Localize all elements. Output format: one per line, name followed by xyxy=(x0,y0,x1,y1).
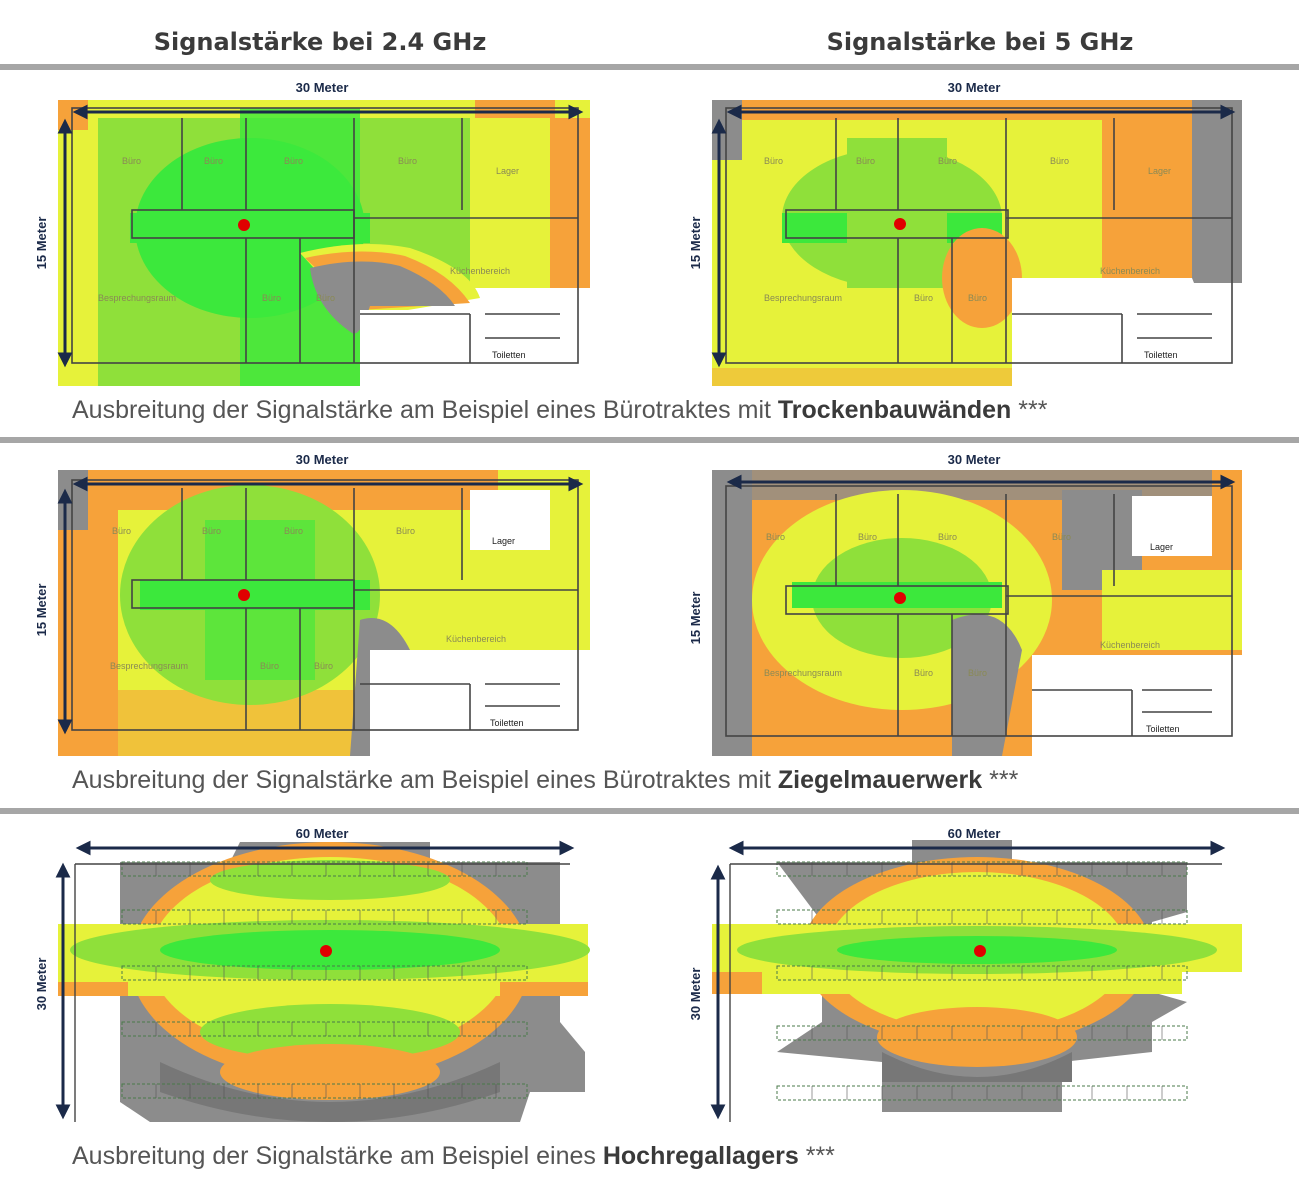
room-label: Büro xyxy=(204,156,223,166)
room-label: Küchenbereich xyxy=(1100,266,1160,276)
width-label: 30 Meter xyxy=(296,452,349,467)
room-label: Büro xyxy=(766,532,785,542)
room-label: Büro xyxy=(314,661,333,671)
room-label: Büro xyxy=(262,293,281,303)
caption-row-2: Ausbreitung der Signalstärke am Beispiel… xyxy=(72,766,1019,794)
room-label: Besprechungsraum xyxy=(110,661,188,671)
room-label: Büro xyxy=(914,668,933,678)
header-5-ghz: Signalstärke bei 5 GHz xyxy=(826,28,1134,56)
room-label: Büro xyxy=(398,156,417,166)
heatmap-office-brick-5ghz: 30 Meter 15 Meter Büro Büro Büro Büro La… xyxy=(682,450,1242,756)
room-label: Büro xyxy=(938,156,957,166)
height-label: 30 Meter xyxy=(688,968,703,1021)
room-label: Büro xyxy=(764,156,783,166)
room-label: Toiletten xyxy=(1144,350,1178,360)
room-label: Küchenbereich xyxy=(450,266,510,276)
room-label: Büro xyxy=(856,156,875,166)
access-point xyxy=(974,945,986,957)
access-point xyxy=(320,945,332,957)
room-label: Toiletten xyxy=(492,350,526,360)
room-label: Büro xyxy=(122,156,141,166)
access-point xyxy=(894,218,906,230)
room-label: Lager xyxy=(496,166,519,176)
heatmap-warehouse-5ghz: 60 Meter 30 Meter xyxy=(682,822,1242,1134)
room-label: Büro xyxy=(316,293,335,303)
separator-1 xyxy=(0,437,1299,443)
access-point xyxy=(238,589,250,601)
room-label: Büro xyxy=(260,661,279,671)
heatmap-office-drywall-5ghz: 30 Meter 15 Meter Büro Büro Büro Büro La… xyxy=(682,78,1242,386)
room-label: Toiletten xyxy=(1146,724,1180,734)
room-label: Büro xyxy=(914,293,933,303)
width-label: 30 Meter xyxy=(296,80,349,95)
access-point xyxy=(894,592,906,604)
height-label: 30 Meter xyxy=(34,958,49,1011)
room-label: Büro xyxy=(1052,532,1071,542)
access-point xyxy=(238,219,250,231)
header-2-4-ghz: Signalstärke bei 2.4 GHz xyxy=(153,28,487,56)
room-label: Büro xyxy=(284,526,303,536)
room-label: Büro xyxy=(858,532,877,542)
caption-row-3: Ausbreitung der Signalstärke am Beispiel… xyxy=(72,1142,835,1170)
room-label: Büro xyxy=(968,668,987,678)
room-label: Besprechungsraum xyxy=(98,293,176,303)
width-label: 30 Meter xyxy=(948,80,1001,95)
room-label: Besprechungsraum xyxy=(764,293,842,303)
room-label: Büro xyxy=(396,526,415,536)
separator-top xyxy=(0,64,1299,70)
height-label: 15 Meter xyxy=(34,584,49,637)
heatmap-office-drywall-2-4ghz: 30 Meter 15 Meter Büro Büro Büro Büro La… xyxy=(30,78,590,386)
room-label: Toiletten xyxy=(490,718,524,728)
height-label: 15 Meter xyxy=(34,217,49,270)
room-label: Büro xyxy=(284,156,303,166)
room-label: Büro xyxy=(202,526,221,536)
width-label: 30 Meter xyxy=(948,452,1001,467)
room-label: Büro xyxy=(1050,156,1069,166)
room-label: Lager xyxy=(1150,542,1173,552)
room-label: Büro xyxy=(938,532,957,542)
caption-row-1: Ausbreitung der Signalstärke am Beispiel… xyxy=(72,396,1048,424)
room-label: Büro xyxy=(112,526,131,536)
height-label: 15 Meter xyxy=(688,592,703,645)
room-label: Lager xyxy=(492,536,515,546)
width-label: 60 Meter xyxy=(296,826,349,841)
room-label: Büro xyxy=(968,293,987,303)
width-label: 60 Meter xyxy=(948,826,1001,841)
heatmap-warehouse-2-4ghz: 60 Meter 30 Meter xyxy=(30,822,590,1134)
heatmap-office-brick-2-4ghz: 30 Meter 15 Meter Büro Büro Büro Büro La… xyxy=(30,450,590,756)
room-label: Küchenbereich xyxy=(446,634,506,644)
separator-2 xyxy=(0,808,1299,814)
room-label: Küchenbereich xyxy=(1100,640,1160,650)
room-label: Besprechungsraum xyxy=(764,668,842,678)
height-label: 15 Meter xyxy=(688,217,703,270)
room-label: Lager xyxy=(1148,166,1171,176)
